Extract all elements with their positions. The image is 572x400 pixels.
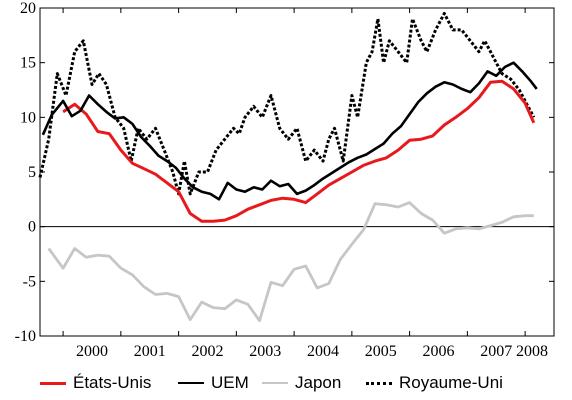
plot-frame: [39, 7, 555, 337]
legend-swatch: [262, 382, 288, 384]
legend-item: Royaume-Uni: [366, 370, 503, 396]
y-tick-label: -10: [15, 328, 36, 345]
legend-item: États-Unis: [40, 370, 151, 396]
legend-item: Japon: [262, 370, 341, 396]
x-tick-label: 2001: [134, 343, 166, 360]
series-layer: [38, 12, 538, 323]
x-tick-label: 2007: [480, 343, 512, 360]
x-axis: 2000 2001 2002 2003 2004 2005 2006 2007 2008: [62, 8, 548, 360]
legend-swatch: [40, 381, 66, 385]
y-tick-label: 0: [28, 219, 36, 236]
x-tick-label: 2006: [422, 343, 454, 360]
y-tick-label: 5: [28, 164, 36, 181]
series-line-1: [41, 61, 538, 201]
legend-label: Royaume-Uni: [399, 373, 503, 392]
x-tick-label: 2008: [516, 343, 548, 360]
legend-swatch: [366, 381, 392, 385]
legend-label: UEM: [211, 373, 249, 392]
legend-swatch: [178, 382, 204, 384]
x-tick-label: 2003: [249, 343, 281, 360]
x-tick-label: 2002: [191, 343, 223, 360]
legend-label: Japon: [295, 373, 342, 392]
y-tick-label: 15: [20, 55, 36, 72]
y-axis: -10 -5 0 5 10 15 20: [15, 0, 554, 345]
series-line-0: [62, 79, 536, 223]
series-line-3: [38, 12, 536, 196]
legend-label: États-Unis: [73, 373, 152, 392]
y-tick-label: 20: [20, 0, 36, 17]
legend-item: UEM: [178, 370, 249, 396]
chart-legend: États-Unis UEM Japon Royaume-Uni: [0, 370, 572, 396]
x-tick-label: 2000: [76, 343, 108, 360]
x-tick-label: 2005: [365, 343, 397, 360]
y-tick-label: -5: [23, 273, 36, 290]
plot-border: [39, 7, 555, 337]
x-tick-label: 2004: [307, 343, 339, 360]
y-tick-label: 10: [20, 109, 36, 126]
series-line-2: [47, 201, 534, 323]
